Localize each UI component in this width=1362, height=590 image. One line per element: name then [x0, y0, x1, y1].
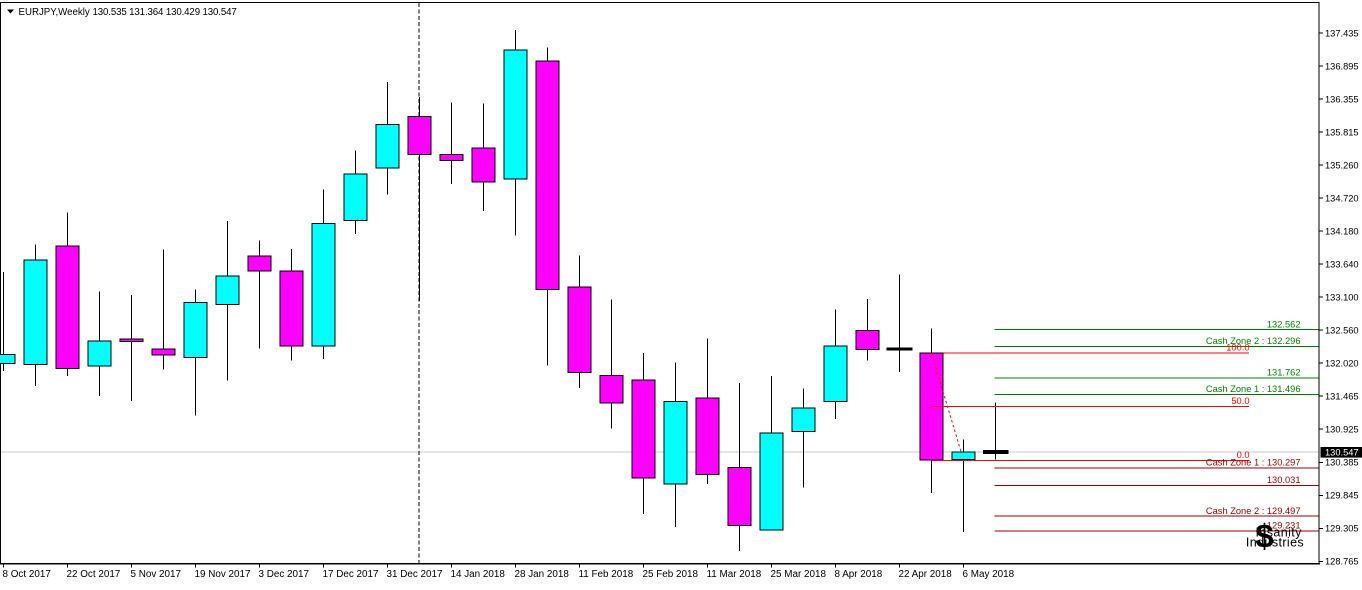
- svg-text:133.100: 133.100: [1325, 293, 1359, 303]
- svg-text:136.895: 136.895: [1325, 61, 1359, 71]
- svg-text:135.815: 135.815: [1325, 127, 1359, 137]
- svg-text:130.925: 130.925: [1325, 425, 1359, 435]
- svg-text:19 Nov 2017: 19 Nov 2017: [195, 569, 251, 580]
- svg-text:Industries: Industries: [1246, 536, 1304, 550]
- svg-text:6 May 2018: 6 May 2018: [963, 569, 1015, 580]
- svg-text:130.385: 130.385: [1325, 458, 1359, 468]
- svg-text:5 Nov 2017: 5 Nov 2017: [131, 569, 182, 580]
- svg-text:130.031: 130.031: [1267, 475, 1301, 485]
- svg-text:136.355: 136.355: [1325, 94, 1359, 104]
- svg-text:Cash Zone 2 : 132.296: Cash Zone 2 : 132.296: [1206, 336, 1301, 346]
- svg-text:128.765: 128.765: [1325, 557, 1359, 567]
- svg-text:25 Feb 2018: 25 Feb 2018: [643, 569, 699, 580]
- svg-text:50.0: 50.0: [1231, 396, 1249, 406]
- svg-text:11 Feb 2018: 11 Feb 2018: [579, 569, 634, 580]
- svg-text:134.180: 134.180: [1325, 226, 1359, 236]
- svg-text:132.560: 132.560: [1325, 326, 1359, 336]
- svg-text:22 Apr 2018: 22 Apr 2018: [899, 569, 953, 580]
- svg-text:133.640: 133.640: [1325, 259, 1359, 269]
- svg-text:25 Mar 2018: 25 Mar 2018: [771, 569, 827, 580]
- svg-text:Cash Zone 1 : 130.297: Cash Zone 1 : 130.297: [1206, 457, 1301, 467]
- svg-text:130.547: 130.547: [1325, 448, 1359, 458]
- svg-text:134.720: 134.720: [1325, 193, 1359, 203]
- svg-text:135.260: 135.260: [1325, 160, 1359, 170]
- svg-text:8 Apr 2018: 8 Apr 2018: [835, 569, 883, 580]
- svg-text:3 Dec 2017: 3 Dec 2017: [259, 569, 310, 580]
- svg-text:129.845: 129.845: [1325, 491, 1359, 501]
- svg-text:132.020: 132.020: [1325, 359, 1359, 369]
- svg-text:Cash Zone 2 : 129.497: Cash Zone 2 : 129.497: [1206, 506, 1301, 516]
- svg-text:130.535 131.364 130.429 130.54: 130.535 131.364 130.429 130.547: [93, 7, 237, 18]
- svg-text:EURJPY,Weekly: EURJPY,Weekly: [19, 7, 90, 18]
- svg-text:131.762: 131.762: [1267, 367, 1301, 377]
- svg-text:22 Oct 2017: 22 Oct 2017: [67, 569, 121, 580]
- svg-text:17 Dec 2017: 17 Dec 2017: [323, 569, 379, 580]
- svg-text:100.0: 100.0: [1226, 343, 1249, 353]
- svg-text:14 Jan 2018: 14 Jan 2018: [451, 569, 506, 580]
- svg-text:0.0: 0.0: [1237, 450, 1250, 460]
- svg-text:137.435: 137.435: [1325, 28, 1359, 38]
- svg-text:131.465: 131.465: [1325, 392, 1359, 402]
- svg-text:Cash Zone 1 : 131.496: Cash Zone 1 : 131.496: [1206, 384, 1301, 394]
- svg-text:132.562: 132.562: [1267, 319, 1301, 329]
- svg-text:28 Jan 2018: 28 Jan 2018: [515, 569, 570, 580]
- svg-text:11 Mar 2018: 11 Mar 2018: [707, 569, 762, 580]
- svg-text:129.305: 129.305: [1325, 524, 1359, 534]
- svg-text:8 Oct 2017: 8 Oct 2017: [3, 569, 51, 580]
- svg-text:31 Dec 2017: 31 Dec 2017: [387, 569, 443, 580]
